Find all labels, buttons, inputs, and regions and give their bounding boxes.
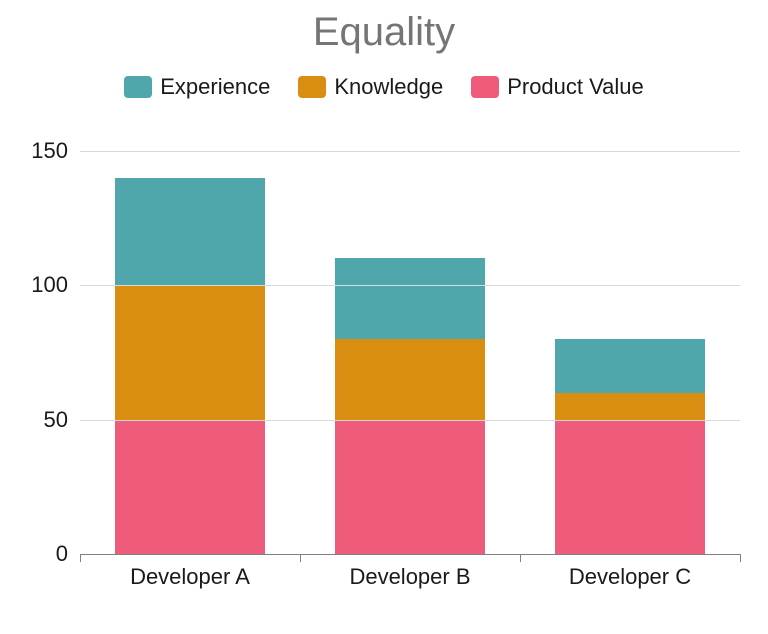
chart-container: Equality Experience Knowledge Product Va… bbox=[0, 0, 768, 634]
x-tick bbox=[520, 554, 521, 562]
bar-developer-c bbox=[555, 339, 705, 554]
bar-seg-product-value bbox=[555, 420, 705, 554]
legend-label-experience: Experience bbox=[160, 74, 270, 100]
legend-label-knowledge: Knowledge bbox=[334, 74, 443, 100]
x-label: Developer B bbox=[300, 564, 520, 590]
bar-slot bbox=[520, 124, 740, 554]
bar-developer-a bbox=[115, 178, 265, 554]
bars-container bbox=[80, 124, 740, 554]
x-axis-labels: Developer A Developer B Developer C bbox=[80, 564, 740, 590]
legend-item-product-value: Product Value bbox=[471, 74, 644, 100]
bar-seg-experience bbox=[335, 258, 485, 339]
y-tick-label: 50 bbox=[44, 407, 80, 433]
x-axis-line bbox=[80, 554, 740, 555]
bar-seg-product-value bbox=[115, 420, 265, 554]
legend-label-product-value: Product Value bbox=[507, 74, 644, 100]
x-tick bbox=[300, 554, 301, 562]
legend-swatch-experience bbox=[124, 76, 152, 98]
legend-swatch-knowledge bbox=[298, 76, 326, 98]
x-label: Developer A bbox=[80, 564, 300, 590]
bar-seg-knowledge bbox=[115, 285, 265, 419]
bar-developer-b bbox=[335, 258, 485, 554]
y-tick-label: 150 bbox=[31, 138, 80, 164]
x-tick bbox=[740, 554, 741, 562]
chart-title: Equality bbox=[0, 10, 768, 55]
bar-seg-product-value bbox=[335, 420, 485, 554]
grid-line bbox=[80, 420, 740, 421]
legend-swatch-product-value bbox=[471, 76, 499, 98]
bar-seg-knowledge bbox=[335, 339, 485, 420]
grid-line bbox=[80, 151, 740, 152]
bar-slot bbox=[300, 124, 520, 554]
chart-legend: Experience Knowledge Product Value bbox=[0, 74, 768, 100]
grid-line bbox=[80, 285, 740, 286]
x-label: Developer C bbox=[520, 564, 740, 590]
bar-seg-experience bbox=[115, 178, 265, 286]
x-tick bbox=[80, 554, 81, 562]
legend-item-knowledge: Knowledge bbox=[298, 74, 443, 100]
plot-area: 050100150 bbox=[80, 124, 740, 554]
bar-seg-experience bbox=[555, 339, 705, 393]
y-tick-label: 0 bbox=[56, 541, 80, 567]
y-tick-label: 100 bbox=[31, 272, 80, 298]
bar-slot bbox=[80, 124, 300, 554]
bar-seg-knowledge bbox=[555, 393, 705, 420]
legend-item-experience: Experience bbox=[124, 74, 270, 100]
